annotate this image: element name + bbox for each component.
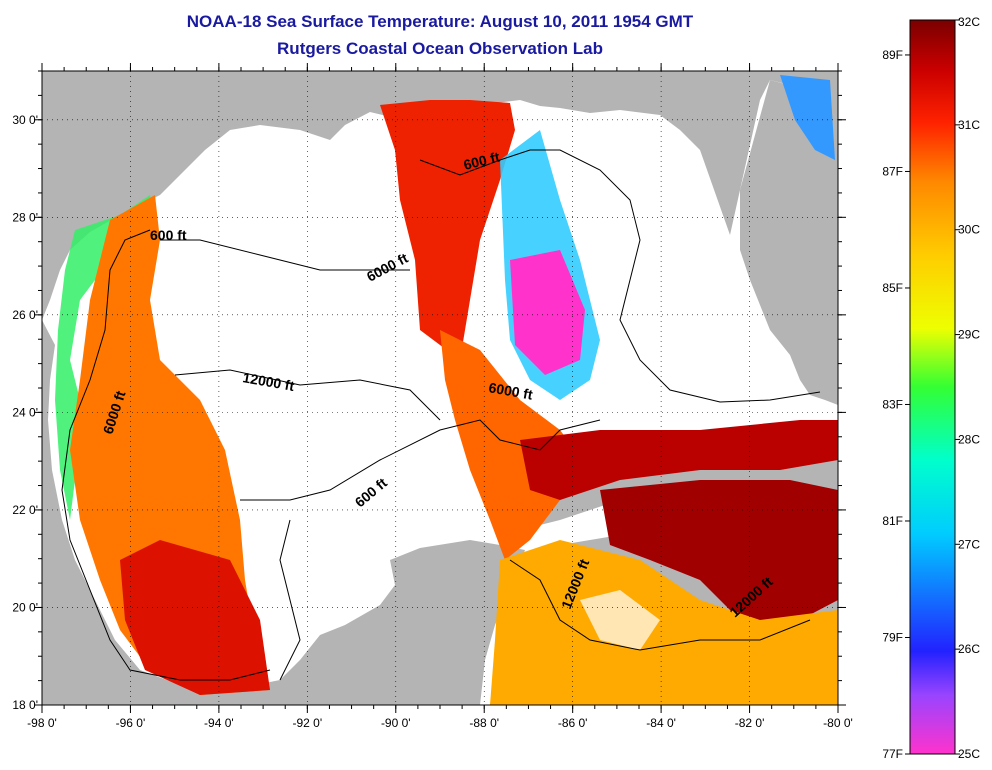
colorbar-celsius-label: 26C <box>958 642 980 656</box>
colorbar-celsius-label: 32C <box>958 15 980 29</box>
latitude-tick-label: 18 0' <box>12 698 38 712</box>
latitude-tick-label: 24 0' <box>12 405 38 419</box>
colorbar-fahrenheit-label: 85F <box>882 281 903 295</box>
north-gulf-coast-land <box>42 71 838 320</box>
colorbar-celsius-label: 28C <box>958 432 980 446</box>
colorbar-celsius-label: 31C <box>958 118 980 132</box>
colorbar-celsius-label: 27C <box>958 537 980 551</box>
sst-florida-keys-blue <box>780 75 835 160</box>
sst-east-pink-patch <box>510 250 585 375</box>
colorbar-fahrenheit-label: 89F <box>882 48 903 62</box>
axis-ticks <box>34 63 846 713</box>
contour-6000ft-north <box>419 149 821 403</box>
sst-caribbean-hot <box>600 480 838 620</box>
latitude-tick-label: 20 0' <box>12 600 38 614</box>
colorbar-fahrenheit-label: 77F <box>882 747 903 761</box>
colorbar-fahrenheit-label: 87F <box>882 164 903 178</box>
sst-loop-current-hot <box>520 420 838 500</box>
colorbar-fahrenheit-label: 83F <box>882 397 903 411</box>
longitude-tick-label: -82 0' <box>735 716 765 730</box>
colorbar-celsius-label: 25C <box>958 747 980 761</box>
sst-central-north-hot <box>380 100 515 360</box>
contour-12000ft <box>174 369 441 421</box>
colorbar-celsius-label: 30C <box>958 223 980 237</box>
longitude-tick-label: -88 0' <box>469 716 499 730</box>
contour-caribbean-12000 <box>509 559 811 651</box>
latitude-tick-label: 28 0' <box>12 210 38 224</box>
colorbar-celsius-label: 29C <box>958 328 980 342</box>
map-subtitle: Rutgers Coastal Ocean Observation Lab <box>277 39 603 58</box>
longitude-tick-label: -86 0' <box>558 716 588 730</box>
mexico-west-coast-land <box>42 320 525 705</box>
contour-6000ft-west <box>160 239 410 271</box>
sst-caribbean-cloud <box>580 590 660 650</box>
sst-caribbean-warm <box>490 540 838 705</box>
latitude-tick-label: 22 0' <box>12 503 38 517</box>
longitude-tick-label: -90 0' <box>381 716 411 730</box>
colorbar-fahrenheit-label: 81F <box>882 514 903 528</box>
colorbar-fahrenheit-labels: 89F 87F 85F 83F 81F 79F 77F <box>882 48 910 761</box>
colorbar-celsius-labels: 32C 31C 30C 29C 28C 27C 26C 25C <box>955 15 980 761</box>
latitude-labels: 30 0' 28 0' 26 0' 24 0' 22 0' 20 0' 18 0' <box>12 113 38 712</box>
sst-data <box>55 75 838 705</box>
map-title: NOAA-18 Sea Surface Temperature: August … <box>186 12 694 31</box>
contour-600ft-yucatan <box>279 519 301 681</box>
longitude-tick-label: -84 0' <box>646 716 676 730</box>
sst-west-gulf-hot <box>120 540 270 695</box>
map-plot-area <box>42 71 838 705</box>
longitude-tick-label: -80 0' <box>823 716 853 730</box>
longitude-tick-label: -96 0' <box>116 716 146 730</box>
colorbar-fahrenheit-label: 79F <box>882 630 903 644</box>
latitude-tick-label: 30 0' <box>12 113 38 127</box>
longitude-tick-label: -98 0' <box>27 716 57 730</box>
isobath-contours <box>61 149 821 681</box>
contour-600ft-west <box>61 229 271 681</box>
latitude-tick-label: 26 0' <box>12 308 38 322</box>
florida-peninsula-land <box>740 80 838 405</box>
sst-east-gulf-white-cloud <box>560 150 650 280</box>
temperature-colorbar <box>909 19 956 755</box>
longitude-tick-label: -92 0' <box>293 716 323 730</box>
sst-central-warm-band <box>440 330 590 560</box>
longitude-labels: -98 0' -96 0' -94 0' -92 0' -90 0' -88 0' -86 … <box>27 716 853 730</box>
isobath-label: 6000 ft <box>487 379 534 403</box>
contour-600ft-central <box>240 419 601 501</box>
isobath-label: 600 ft <box>150 227 187 243</box>
longitude-tick-label: -94 0' <box>204 716 234 730</box>
map-grid <box>42 71 838 705</box>
